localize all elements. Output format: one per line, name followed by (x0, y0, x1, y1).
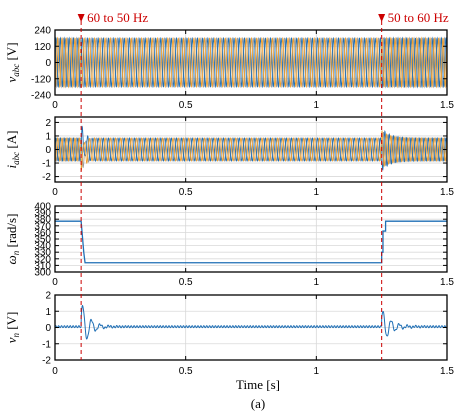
x-tick-label: 1.5 (440, 277, 454, 288)
y-tick-label: 310 (34, 261, 51, 272)
y-axis-label-vabc: vabc [V] (4, 42, 21, 82)
y-tick-label: 2 (45, 118, 51, 129)
y-tick-label: 300 (34, 268, 51, 279)
y-tick-label: -240 (31, 91, 51, 102)
event-label-event2: 50 to 60 Hz (388, 10, 449, 25)
y-tick-label: 1 (45, 307, 51, 318)
y-tick-label: 2 (45, 291, 51, 302)
y-tick-label: 380 (34, 215, 51, 226)
x-tick-label: 0.5 (179, 187, 193, 198)
series-line-vn (55, 304, 447, 340)
y-tick-label: -2 (42, 356, 51, 367)
x-tick-label: 0.5 (179, 366, 193, 377)
x-tick-label: 1 (314, 187, 320, 198)
panel-iabc: -2 -1 0 1 2 0 0.5 1 1.5 iabc [A] (4, 116, 454, 198)
x-tick-label: 1 (314, 366, 320, 377)
y-axis-label-iabc: iabc [A] (4, 131, 21, 169)
y-tick-label: 400 (34, 202, 51, 213)
y-tick-label: -120 (31, 74, 51, 85)
y-tick-label: 1 (45, 131, 51, 142)
y-axis-label-omega: ωn [rad/s] (4, 214, 21, 265)
y-tick-label: 340 (34, 241, 51, 252)
y-tick-label: -2 (42, 172, 51, 183)
y-tick-label: 240 (34, 26, 51, 37)
panel-vn: -2 -1 0 1 2 0 0.5 1 1.5 vn [V] (4, 291, 454, 378)
series-line-omega (55, 220, 447, 264)
event-arrow-event2 (378, 14, 386, 22)
event-arrow-event1 (77, 14, 85, 22)
y-tick-label: 0 (45, 58, 51, 69)
y-tick-label: 360 (34, 228, 51, 239)
x-tick-label: 1.5 (440, 100, 454, 111)
x-tick-label: 0 (52, 366, 58, 377)
x-tick-label: 1.5 (440, 187, 454, 198)
y-tick-label: 0 (45, 145, 51, 156)
x-tick-label: 0.5 (179, 100, 193, 111)
x-tick-label: 0 (52, 277, 58, 288)
series-line-phase-a (55, 36, 447, 89)
y-tick-label: -1 (42, 339, 51, 350)
x-tick-label: 1 (314, 100, 320, 111)
y-tick-label: 350 (34, 235, 51, 246)
x-tick-label: 0 (52, 100, 58, 111)
x-tick-label: 0 (52, 187, 58, 198)
series-line-phase-c (55, 36, 447, 89)
figure-caption: (a) (251, 396, 265, 411)
y-tick-label: 330 (34, 248, 51, 259)
series-line-phase-b (55, 36, 447, 89)
x-tick-label: 0.5 (179, 277, 193, 288)
y-tick-label: 120 (34, 42, 51, 53)
panel-vabc: -240 -120 0 120 240 0 0.5 1 1.5 vabc [V] (4, 26, 454, 112)
x-axis-label: Time [s] (236, 377, 280, 392)
x-tick-label: 1.5 (440, 366, 454, 377)
y-tick-label: 370 (34, 221, 51, 232)
event-label-event1: 60 to 50 Hz (87, 10, 148, 25)
y-tick-label: 390 (34, 208, 51, 219)
y-tick-label: 320 (34, 254, 51, 265)
y-axis-label-vn: vn [V] (4, 312, 21, 344)
x-tick-label: 1 (314, 277, 320, 288)
y-tick-label: 0 (45, 323, 51, 334)
y-tick-label: -1 (42, 159, 51, 170)
